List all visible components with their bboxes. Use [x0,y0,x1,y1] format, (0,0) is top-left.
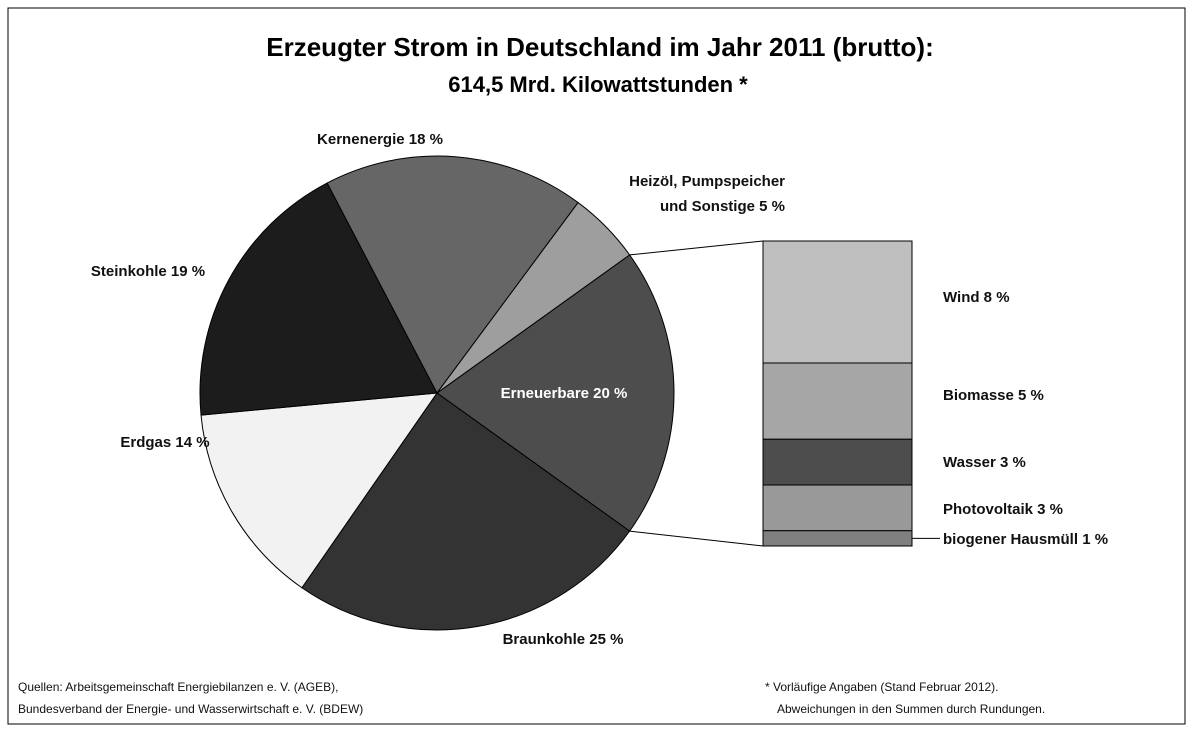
source-note: Bundesverband der Energie- und Wasserwir… [18,702,363,716]
connector [629,530,764,547]
breakdown-segment [762,530,913,547]
breakdown-segment [762,484,913,532]
pie-slice [436,254,675,532]
slice-label: Heizöl, Pumpspeicher [629,173,785,190]
footnote: Abweichungen in den Summen durch Rundung… [777,702,1045,716]
pie-slice [436,201,631,394]
source-note: Quellen: Arbeitsgemeinschaft Energiebila… [18,680,338,694]
slice-label: Steinkohle 19 % [91,263,205,280]
slice-label: und Sonstige 5 % [660,198,785,215]
slice-label: Erdgas 14 % [120,434,209,451]
breakdown-label: Wasser 3 % [943,454,1026,471]
breakdown-segment [762,362,913,440]
breakdown-label: biogener Hausmüll 1 % [943,531,1108,548]
pie-slice [199,182,438,416]
breakdown-label: Biomasse 5 % [943,387,1044,404]
breakdown-label: Photovoltaik 3 % [943,501,1063,518]
chart-subtitle: 614,5 Mrd. Kilowattstunden * [448,72,748,97]
footnote: * Vorläufige Angaben (Stand Februar 2012… [765,680,999,694]
slice-label: Erneuerbare 20 % [501,385,628,402]
pie-slice [200,392,439,589]
connector [629,240,764,256]
pie-slice [326,155,579,394]
breakdown-segment [762,438,913,486]
breakdown-segment [762,240,913,364]
pie-slice [301,392,631,631]
slice-label: Kernenergie 18 % [317,131,443,148]
chart-title: Erzeugter Strom in Deutschland im Jahr 2… [266,32,933,62]
slice-label: Braunkohle 25 % [503,631,624,648]
breakdown-label: Wind 8 % [943,289,1010,306]
